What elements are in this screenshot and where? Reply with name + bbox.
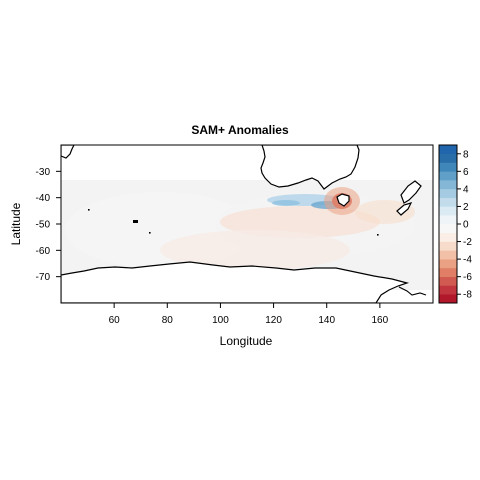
new-zealand-south-coastline: [396, 202, 413, 216]
kerguelen-island: [133, 220, 138, 223]
small-island-2: [149, 232, 151, 234]
colorbar-bin: [439, 276, 457, 286]
y-tick-label: -40: [36, 193, 51, 204]
x-tick-label: 80: [162, 315, 174, 326]
colorbar-bin: [439, 197, 457, 207]
x-tick-label: 160: [372, 315, 389, 326]
colorbar-tick-label: -2: [463, 237, 472, 248]
x-tick-label: 140: [318, 315, 335, 326]
new-zealand-north-coastline: [400, 180, 422, 204]
colorbar-bin: [439, 180, 457, 190]
colorbar-bin: [439, 206, 457, 216]
colorbar-bin: [439, 259, 457, 269]
y-tick-label: -70: [36, 272, 51, 283]
colorbar-bin: [439, 267, 457, 277]
y-axis-label: Latitude: [9, 202, 23, 245]
anomaly-patch-east-tail: [355, 200, 415, 224]
anomaly-patch-negative-south: [160, 230, 350, 270]
colorbar-bin: [439, 215, 457, 225]
colorbar-bin: [439, 162, 457, 172]
colorbar-tick-label: 4: [463, 184, 469, 195]
colorbar-bin: [439, 250, 457, 260]
y-axis: -30 -40 -50 -60 -70: [36, 167, 61, 283]
australia-coastline: [260, 145, 360, 190]
colorbar-bin: [439, 294, 457, 304]
colorbar-bin: [439, 145, 457, 155]
colorbar-tick-label: 2: [463, 202, 469, 213]
colorbar-tick-label: 0: [463, 220, 469, 231]
small-island-3: [377, 234, 379, 236]
colorbar-bin: [439, 153, 457, 163]
x-tick-label: 60: [109, 315, 121, 326]
small-island-1: [88, 209, 90, 211]
colorbar: 8 6 4 2 0 -2 -4 -6 -8: [438, 144, 472, 304]
colorbar-bin: [439, 224, 457, 234]
tasmania-coastline: [336, 193, 350, 207]
y-tick-label: -30: [36, 167, 51, 178]
colorbar-tick-label: -4: [463, 255, 472, 266]
colorbar-bin: [439, 232, 457, 242]
antarctica-coastline: [61, 261, 410, 303]
colorbar-bin: [439, 285, 457, 295]
anomaly-patch-positive-band-3: [272, 200, 300, 206]
south-africa-coastline: [61, 145, 75, 159]
antarctica-ice-detail: [398, 286, 427, 296]
colorbar-tick-label: -6: [463, 272, 472, 283]
colorbar-bin: [439, 188, 457, 198]
x-tick-label: 100: [212, 315, 229, 326]
x-axis: 60 80 100 120 140 160: [109, 303, 389, 326]
y-tick-label: -50: [36, 220, 51, 231]
colorbar-bin: [439, 241, 457, 251]
colorbar-tick-label: 6: [463, 167, 469, 178]
colorbar-tick-label: -8: [463, 290, 472, 301]
x-tick-label: 120: [265, 315, 282, 326]
map-panel: [61, 145, 433, 303]
x-axis-label: Longitude: [220, 334, 273, 348]
colorbar-tick-label: 8: [463, 149, 469, 160]
chart-title: SAM+ Anomalies: [191, 123, 289, 137]
y-tick-label: -60: [36, 246, 51, 257]
colorbar-bin: [439, 171, 457, 181]
